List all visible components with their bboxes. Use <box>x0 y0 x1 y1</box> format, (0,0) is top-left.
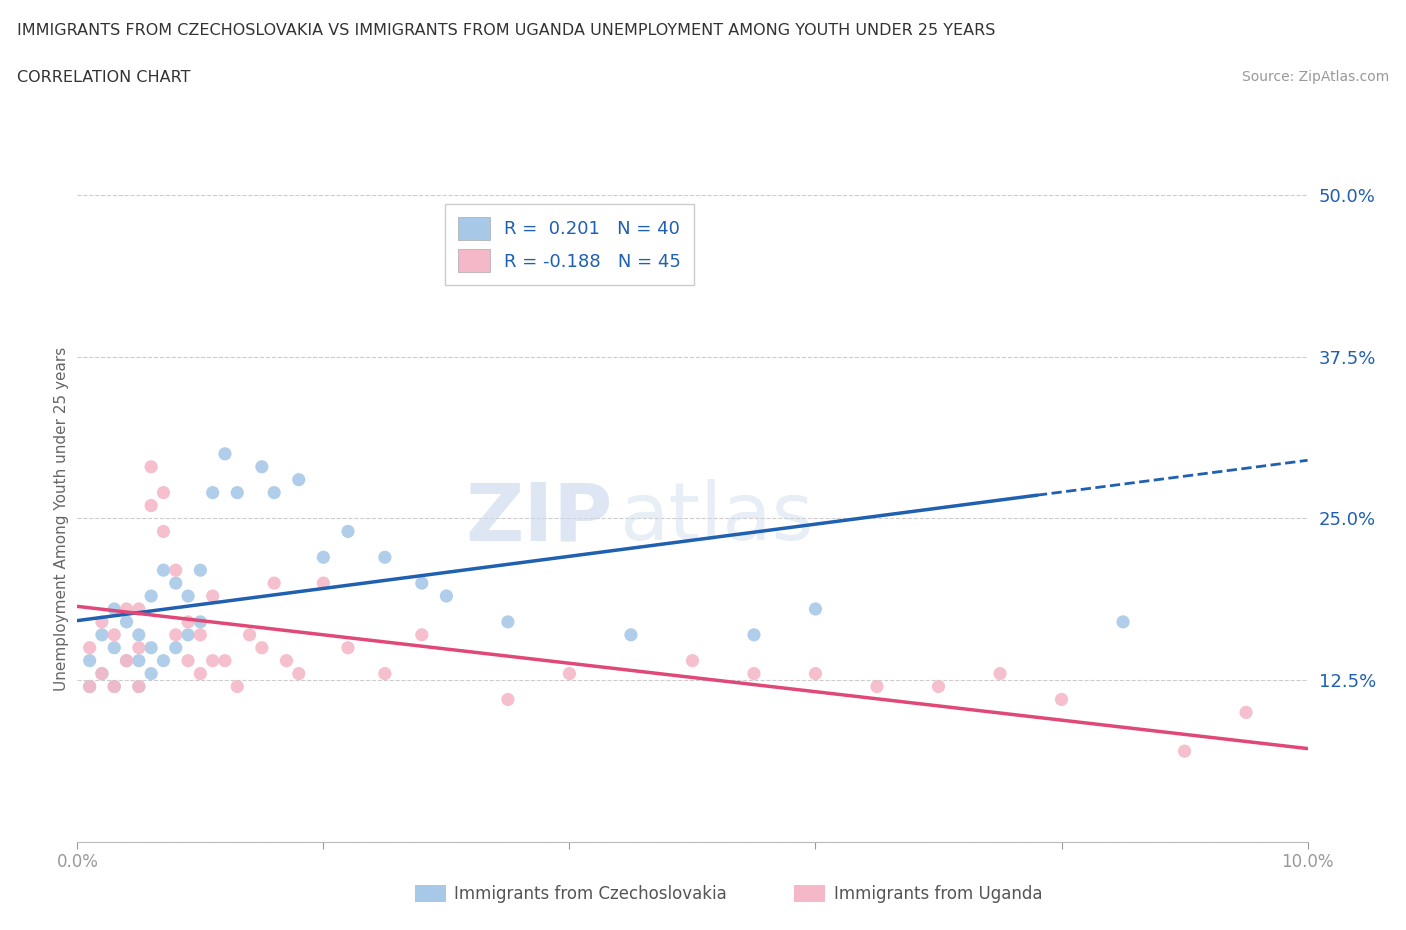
Text: Source: ZipAtlas.com: Source: ZipAtlas.com <box>1241 70 1389 84</box>
Point <box>804 602 827 617</box>
Point <box>928 679 950 694</box>
Point <box>988 666 1011 681</box>
Point <box>201 485 224 500</box>
Point <box>1050 692 1073 707</box>
Point <box>276 653 298 668</box>
Text: IMMIGRANTS FROM CZECHOSLOVAKIA VS IMMIGRANTS FROM UGANDA UNEMPLOYMENT AMONG YOUT: IMMIGRANTS FROM CZECHOSLOVAKIA VS IMMIGR… <box>17 23 995 38</box>
Point <box>141 498 163 513</box>
Point <box>152 524 174 538</box>
Point <box>866 679 889 694</box>
Point <box>374 550 396 565</box>
Point <box>141 589 163 604</box>
Text: atlas: atlas <box>619 480 813 557</box>
Point <box>263 485 285 500</box>
Legend: R =  0.201   N = 40, R = -0.188   N = 45: R = 0.201 N = 40, R = -0.188 N = 45 <box>444 205 695 285</box>
Point <box>165 563 187 578</box>
Point <box>337 524 360 538</box>
Point <box>288 666 311 681</box>
Point <box>1174 744 1197 759</box>
Point <box>90 666 114 681</box>
Point <box>79 679 101 694</box>
Point <box>201 589 224 604</box>
Point <box>141 459 163 474</box>
Point <box>188 666 212 681</box>
Point <box>742 628 765 643</box>
Point <box>496 615 519 630</box>
Point <box>201 653 224 668</box>
Y-axis label: Unemployment Among Youth under 25 years: Unemployment Among Youth under 25 years <box>53 346 69 691</box>
Point <box>152 485 174 500</box>
Point <box>177 628 200 643</box>
Point <box>312 550 335 565</box>
Point <box>103 679 125 694</box>
Point <box>177 653 200 668</box>
Point <box>141 641 163 656</box>
Point <box>103 679 125 694</box>
Text: Immigrants from Czechoslovakia: Immigrants from Czechoslovakia <box>454 884 727 903</box>
Point <box>226 679 249 694</box>
Point <box>496 692 519 707</box>
Point <box>152 653 174 668</box>
Point <box>188 628 212 643</box>
Point <box>103 641 125 656</box>
Point <box>742 666 765 681</box>
Point <box>804 666 827 681</box>
Point <box>79 653 101 668</box>
Point <box>90 666 114 681</box>
Point <box>250 459 273 474</box>
Point <box>312 576 335 591</box>
Text: CORRELATION CHART: CORRELATION CHART <box>17 70 190 85</box>
Point <box>115 615 138 630</box>
Point <box>288 472 311 487</box>
Point <box>128 679 150 694</box>
Point <box>188 563 212 578</box>
Point <box>411 628 433 643</box>
Point <box>115 653 138 668</box>
Point <box>128 641 150 656</box>
Point <box>177 589 200 604</box>
Point <box>214 653 236 668</box>
Point <box>128 628 150 643</box>
Point <box>165 628 187 643</box>
Point <box>374 666 396 681</box>
Point <box>214 446 236 461</box>
Point <box>620 628 643 643</box>
Point <box>188 615 212 630</box>
Point <box>165 641 187 656</box>
Point <box>90 628 114 643</box>
Point <box>1234 705 1257 720</box>
Point <box>226 485 249 500</box>
Point <box>263 576 285 591</box>
Point <box>239 628 262 643</box>
Point <box>337 641 360 656</box>
Point <box>177 615 200 630</box>
Point <box>165 576 187 591</box>
Point <box>103 602 125 617</box>
Point <box>152 563 174 578</box>
Point <box>558 666 581 681</box>
Point <box>79 641 101 656</box>
Point <box>103 628 125 643</box>
Point <box>682 653 704 668</box>
Point <box>128 602 150 617</box>
Text: Immigrants from Uganda: Immigrants from Uganda <box>834 884 1042 903</box>
Point <box>436 589 458 604</box>
Point <box>115 653 138 668</box>
Point <box>115 602 138 617</box>
Point <box>128 679 150 694</box>
Point <box>128 653 150 668</box>
Point <box>1112 615 1135 630</box>
Point <box>250 641 273 656</box>
Point <box>141 666 163 681</box>
Point <box>558 227 581 242</box>
Point <box>411 576 433 591</box>
Text: ZIP: ZIP <box>465 480 613 557</box>
Point <box>90 615 114 630</box>
Point <box>79 679 101 694</box>
